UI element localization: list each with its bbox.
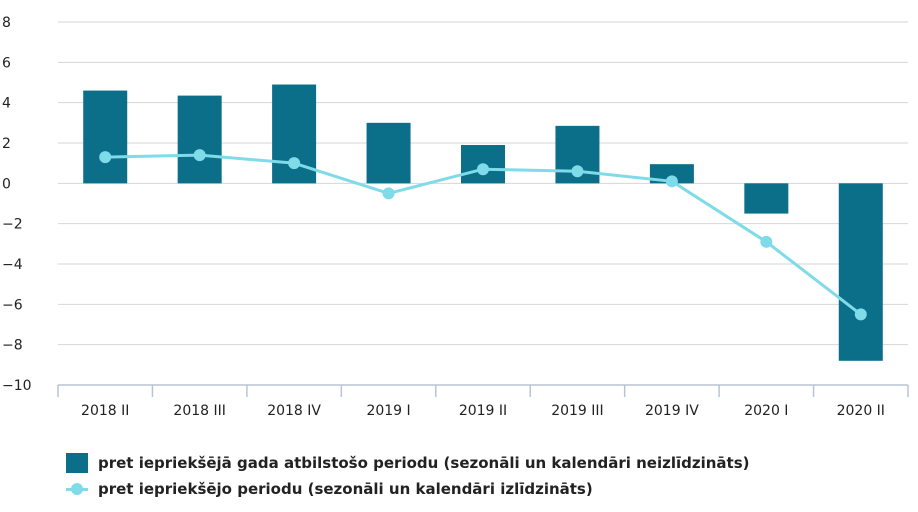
y-tick-label: −2 [2,217,23,233]
y-tick-label: 4 [2,96,11,112]
x-tick-label: 2018 III [173,403,225,419]
y-tick-label: 6 [2,55,11,71]
x-tick-label: 2020 II [837,403,885,419]
y-tick-label: 8 [2,15,11,31]
legend-swatch-line [66,479,88,499]
y-tick-label: −4 [2,257,23,273]
line-point [571,165,584,178]
x-tick-label: 2018 II [81,403,129,419]
bar [838,183,883,361]
legend-item-bar[interactable]: pret iepriekšējā gada atbilstošo periodu… [66,450,750,476]
y-tick-label: 0 [2,176,11,192]
legend-label-bar: pret iepriekšējā gada atbilstošo periodu… [98,454,750,472]
line-point [193,149,206,162]
legend-label-line: pret iepriekšējo periodu (sezonāli un ka… [98,480,593,498]
bar [177,95,222,184]
line-point [854,308,867,321]
x-tick-label: 2020 I [744,403,788,419]
legend-swatch-bar [66,453,88,473]
x-tick-label: 2019 II [459,403,507,419]
line-point [288,157,301,170]
line-point [477,163,489,176]
line-point [665,175,678,188]
line-point [99,151,112,164]
bar [744,183,789,214]
y-tick-label: −8 [2,338,23,354]
line-point [760,235,773,248]
legend-item-line[interactable]: pret iepriekšējo periodu (sezonāli un ka… [66,476,750,502]
bar [366,122,411,184]
x-tick-label: 2018 IV [267,403,321,419]
chart: 8 6 4 2 0 −2 −4 −6 −8 −10 2018 II 2018 III 2018 IV 20… [2,15,909,419]
line-point [382,187,395,200]
x-tick-label: 2019 IV [645,403,699,419]
y-tick-label: −6 [2,297,23,313]
x-tick-label: 2019 I [366,403,410,419]
legend: pret iepriekšējā gada atbilstošo periodu… [66,450,750,502]
bar [83,90,128,184]
y-tick-label: 2 [2,136,11,152]
x-tick-label: 2019 III [551,403,603,419]
y-tick-label: −10 [2,378,32,394]
bar [649,164,694,184]
